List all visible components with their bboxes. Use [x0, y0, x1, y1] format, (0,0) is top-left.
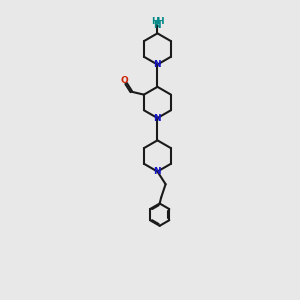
Text: H: H	[151, 17, 159, 26]
Text: N: N	[154, 167, 161, 176]
Text: O: O	[120, 76, 128, 85]
Text: N: N	[154, 113, 161, 122]
Text: N: N	[154, 21, 161, 30]
Text: H: H	[156, 17, 164, 26]
Text: N: N	[154, 60, 161, 69]
